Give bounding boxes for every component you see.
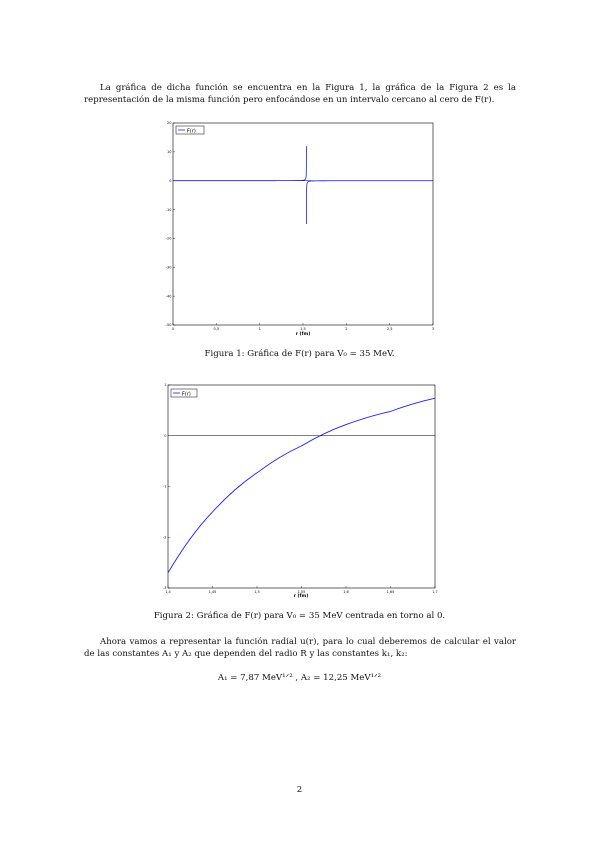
figure1-ytick-label: -50 — [166, 323, 172, 327]
paragraph-intro: La gráfica de dicha función se encuentra… — [84, 83, 516, 105]
figure2-xtick-label: 1,55 — [298, 590, 306, 594]
figure2-ytick-label: 1 — [164, 383, 166, 387]
figure1-legend-label: F(r) — [187, 128, 196, 134]
figure2-ytick-label: -2 — [163, 535, 167, 539]
figure1-xtick-label: 2 — [345, 327, 347, 331]
figure2-xlabel: r (fm) — [294, 593, 309, 599]
figure1-xtick-label: 1,5 — [300, 327, 306, 331]
figure2-xtick-label: 1,45 — [209, 590, 217, 594]
figure1-chart: 0 0,5 1 1,5 2 2,5 3 20 10 0 -10 -20 -30 -40 -50 F(r) r… — [166, 121, 434, 337]
figure2-legend-label: F(r) — [182, 391, 191, 397]
figure2-ytick-label: 0 — [164, 434, 166, 438]
figure2-legend: F(r) — [170, 388, 198, 397]
figure2-xtick-label: 1,7 — [432, 590, 438, 594]
figure1-caption: Figura 1: Gráfica de F(r) para V₀ = 35 M… — [204, 349, 395, 359]
figure2-caption: Figura 2: Gráfica de F(r) para V₀ = 35 M… — [153, 611, 446, 621]
figure1-xtick-label: 2,5 — [387, 327, 393, 331]
figure2-ytick-label: -1 — [163, 485, 167, 489]
figure2-xtick-label: 1,6 — [343, 590, 349, 594]
figure2-xtick-label: 1,4 — [165, 590, 171, 594]
figure1-ytick-label: -40 — [166, 294, 172, 298]
paragraph-radial: Ahora vamos a representar la función rad… — [84, 637, 516, 659]
figure1-legend: F(r) — [175, 125, 205, 134]
figure1-xtick-label: 3 — [432, 327, 434, 331]
figure1-ytick-label: -10 — [166, 208, 172, 212]
figure1-xlabel: r (fm) — [296, 331, 311, 337]
figure1-series-line — [173, 146, 433, 225]
figure2-chart: 1,4 1,45 1,5 1,55 1,6 1,65 1,7 1 0 -1 -2 -3 F(r) r … — [163, 383, 438, 599]
figure1-ytick-label: 10 — [167, 150, 171, 154]
figure1-xtick-label: 0,5 — [214, 327, 220, 331]
figure1-ytick-label: -30 — [166, 265, 172, 269]
figure1-xtick-label: 1 — [259, 327, 261, 331]
figure1-ytick-label: 20 — [167, 121, 171, 125]
figure2-series-line — [167, 397, 436, 574]
figure1-xtick-label: 0 — [172, 327, 174, 331]
figure2-xtick-label: 1,5 — [254, 590, 260, 594]
page-number: 2 — [296, 785, 303, 795]
figure1-ytick-label: -20 — [166, 237, 172, 241]
figure2-ytick-label: -3 — [163, 586, 167, 590]
figure2-xtick-label: 1,65 — [387, 590, 395, 594]
constants-equation: A₁ = 7,87 MeV¹ᐟ² , A₂ = 12,25 MeV¹ᐟ² — [217, 673, 382, 683]
figure1-ytick-label: 0 — [169, 179, 171, 183]
